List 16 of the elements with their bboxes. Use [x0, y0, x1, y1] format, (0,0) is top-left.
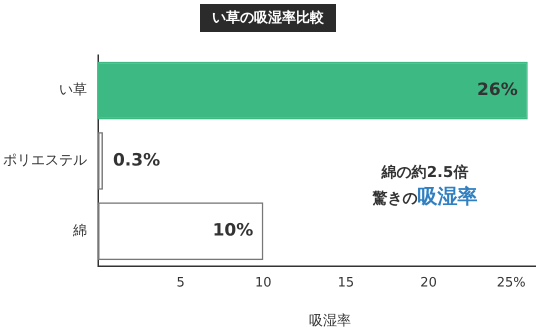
x-tick-label: 10 [255, 276, 272, 291]
annotation: 綿の約2.5倍 [382, 163, 468, 181]
y-tick-label: い草 [59, 82, 87, 98]
x-axis-title: 吸湿率 [308, 312, 352, 330]
data-label: 26% [477, 80, 518, 100]
y-tick-label: ポリエステル [3, 152, 87, 169]
x-tick-label: 20 [420, 276, 437, 291]
annotation: 驚きの [372, 189, 418, 207]
x-tick-label: 15 [338, 276, 354, 291]
data-label: 0.3% [112, 150, 160, 170]
y-tick-label: 綿 [72, 222, 87, 239]
x-tick-label: 25% [496, 276, 526, 291]
annotation: 吸湿率 [418, 184, 478, 208]
chart-title: い草の吸湿率比較 [200, 4, 336, 32]
x-tick-label: 5 [176, 276, 185, 291]
data-label: 10% [212, 220, 254, 241]
